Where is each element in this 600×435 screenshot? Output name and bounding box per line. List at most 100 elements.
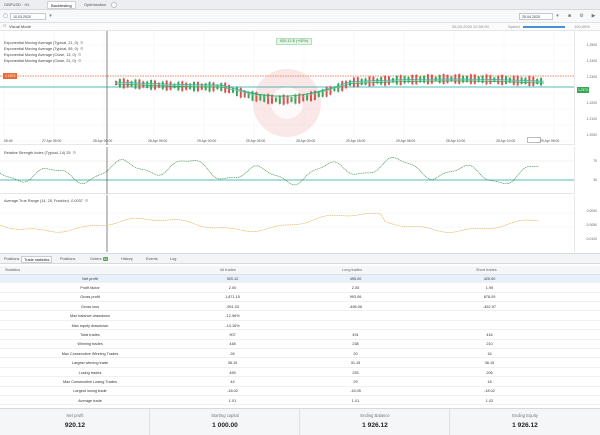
pnl-badge: 920.12 $ (+92%) [276, 38, 313, 45]
candle [278, 95, 281, 104]
price-chart[interactable]: Exponential Moving Average (Typical, 21,… [0, 31, 574, 145]
table-cell: -951.03 [226, 304, 239, 309]
scroll-handle[interactable] [527, 137, 541, 143]
stats-header-long[interactable]: Long trades [342, 268, 363, 272]
table-row[interactable]: Profit factor 2.00 2.05 1.95 [0, 284, 600, 293]
time-axis-label: 08:45 [4, 139, 13, 143]
stats-header-label: Statistics [5, 268, 21, 272]
table-row[interactable]: Max Consecutive Losing Trades 44 29 18 [0, 378, 600, 387]
rsi-chart-svg [0, 147, 574, 194]
calendar-icon[interactable]: ▢ [3, 13, 8, 19]
speed-slider[interactable] [523, 26, 565, 28]
legend-ema-1-settings-icon[interactable]: ⚙ [80, 41, 84, 45]
tab-orders[interactable]: Orders 44 [88, 256, 110, 263]
legend-ema-2-settings-icon[interactable]: ⚙ [80, 47, 84, 51]
table-cell: 44 [230, 379, 235, 384]
table-cell: Max Consecutive Winning Trades [61, 351, 119, 356]
start-date-dropdown-icon[interactable]: ▾ [49, 13, 52, 19]
table-row[interactable]: Max balance drawdown -12.96% [0, 313, 600, 321]
tab-log[interactable]: Log [168, 256, 178, 263]
table-cell: Profit factor [80, 285, 100, 290]
candle [337, 83, 340, 92]
rsi-settings-icon[interactable]: ⚙ [72, 151, 76, 155]
candle [528, 76, 531, 86]
tab-trade-statistics[interactable]: Trade statistics [21, 256, 53, 263]
table-cell: 920.12 [226, 276, 239, 281]
add-tab-button[interactable] [111, 2, 117, 8]
table-row[interactable]: Largest winning trade 36.15 31.15 36.15 [0, 360, 600, 368]
table-row[interactable]: Gross loss -951.03 -498.06 -452.97 [0, 303, 600, 312]
table-cell: 2.05 [351, 285, 360, 290]
table-cell: Max Consecutive Losing Trades [62, 379, 118, 384]
candle [247, 91, 250, 98]
speed-label: Speed [508, 24, 520, 29]
stop-icon[interactable]: ■ [567, 13, 572, 19]
orders-count-badge: 44 [102, 257, 108, 261]
play-icon[interactable]: ▶ [591, 13, 596, 19]
end-date-dropdown-icon[interactable]: ▾ [556, 13, 559, 19]
table-row[interactable]: Winning trades 448 238 210 [0, 341, 600, 350]
tab-backtesting[interactable]: Backtesting [47, 1, 76, 9]
atr-panel[interactable]: Average True Range (14, 25, Fraction) -0… [0, 195, 574, 252]
atr-line [0, 212, 540, 233]
table-cell: 253 [352, 370, 359, 375]
time-axis-label: 28 Apr 00:00 [93, 139, 113, 143]
summary-starting-capital: Starting capital 1 000.00 [150, 409, 300, 435]
atr-scale[interactable]: 0.0000 -0.0050 -0.0100 [574, 195, 600, 252]
time-axis[interactable]: 08:45 27 Apr 05:00 28 Apr 00:00 28 Apr 0… [0, 139, 574, 146]
tab-optimization[interactable]: Optimization [81, 1, 109, 9]
start-date-field[interactable]: 10.03.2020 [10, 13, 46, 20]
visual-mode-toggle-icon[interactable]: ☐ [3, 24, 7, 28]
summary-ending-balance: Ending Balance 1 926.12 [300, 409, 450, 435]
price-scale-label: 1,2000 [586, 133, 597, 137]
table-row[interactable]: Max Consecutive Winning Trades 26 20 16 [0, 350, 600, 359]
table-row[interactable]: Gross profit 1,871.15 993.06 878.09 [0, 294, 600, 303]
table-cell: Average trade [78, 398, 102, 403]
table-cell: 2.00 [228, 285, 237, 290]
legend-ema-3-settings-icon[interactable]: ⚙ [77, 53, 82, 57]
candle [232, 87, 234, 93]
candle [259, 94, 262, 101]
table-cell: 210 [486, 342, 493, 347]
time-axis-label: 29 Apr 08:00 [396, 139, 416, 143]
tab-positions-top[interactable]: Positions [2, 256, 21, 263]
price-scale[interactable]: 1,2500 1,2400 1,2300 1,2200 1,2100 1,200… [574, 31, 600, 145]
tab-symbol-label: GBPUSD · H1 [4, 2, 30, 7]
table-cell: 31.15 [350, 361, 361, 366]
rsi-panel[interactable]: Relative Strength Index (Typical, 14) 25… [0, 147, 574, 194]
tab-history[interactable]: History [119, 256, 135, 263]
visual-mode-label: Visual Mode [9, 24, 31, 29]
table-cell: -498.06 [349, 304, 362, 309]
end-date-field[interactable]: 25.04.2020 [519, 13, 553, 20]
legend-ema-4-settings-icon[interactable]: ⚙ [77, 59, 82, 63]
table-cell: 491 [352, 332, 359, 337]
rsi-scale[interactable]: 70 30 [574, 147, 600, 194]
atr-level-label: -0.0100 [585, 237, 598, 241]
tab-label: Orders [90, 257, 102, 261]
table-row[interactable]: Total trades 907 491 416 [0, 331, 600, 340]
table-cell: Winning trades [77, 342, 103, 347]
atr-settings-icon[interactable]: ⚙ [84, 199, 89, 203]
table-row[interactable]: Largest losing trade -18.02 -15.05 -18.02 [0, 388, 600, 397]
settings-icon[interactable]: ⚙ [579, 13, 584, 19]
stats-header-all[interactable]: All trades [220, 268, 236, 272]
candle [294, 94, 297, 104]
rsi-legend: Relative Strength Index (Typical, 14) 25… [4, 150, 76, 155]
table-row[interactable]: Losing trades 459 253 206 [0, 369, 600, 378]
table-cell: -12.96% [225, 314, 240, 319]
legend-ema-3: Exponential Moving Average (Close, 13, 0… [4, 52, 81, 57]
rsi-line [0, 156, 540, 186]
candle [391, 78, 394, 83]
table-row[interactable]: Net profit 920.12 495.00 425.00 [0, 275, 600, 284]
table-row[interactable]: Average trade 1.01 1.01 1.02 [0, 397, 600, 406]
stats-header-short[interactable]: Short trades [476, 268, 497, 272]
tab-symbol[interactable]: GBPUSD · H1 [1, 1, 33, 9]
summary-label: Starting capital [211, 413, 239, 418]
table-cell: 993.06 [349, 295, 362, 300]
visual-mode-time: 26.04.2020 22:00:00 [452, 24, 489, 29]
time-axis-label: 27 Apr 05:00 [42, 139, 62, 143]
candle [380, 76, 383, 85]
tab-positions[interactable]: Positions [58, 256, 77, 263]
tab-events[interactable]: Events [144, 256, 160, 263]
table-row[interactable]: Max equity drawdown -13.16% [0, 322, 600, 331]
